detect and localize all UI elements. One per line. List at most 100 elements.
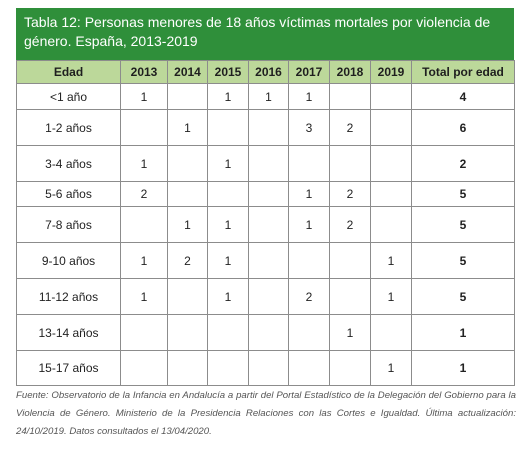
cell-2019 (370, 181, 412, 207)
cell-2018: 2 (329, 181, 371, 207)
cell-edad: <1 año (16, 83, 121, 110)
cell-2017: 1 (288, 206, 330, 243)
cell-2017: 1 (288, 83, 330, 110)
cell-total: 5 (411, 278, 515, 315)
cell-2018: 2 (329, 206, 371, 243)
cell-2014 (167, 181, 208, 207)
cell-2018 (329, 278, 371, 315)
data-table: Edad 2013 2014 2015 2016 2017 2018 2019 … (16, 60, 515, 386)
cell-2019: 1 (370, 350, 412, 386)
cell-2013 (120, 206, 168, 243)
cell-2019: 1 (370, 278, 412, 315)
header-row: Edad 2013 2014 2015 2016 2017 2018 2019 … (16, 60, 515, 84)
cell-2017: 2 (288, 278, 330, 315)
cell-2014 (167, 278, 208, 315)
cell-2019: 1 (370, 242, 412, 279)
cell-2015 (207, 350, 249, 386)
col-header-2014: 2014 (167, 60, 208, 84)
cell-2015: 1 (207, 83, 249, 110)
cell-2019 (370, 206, 412, 243)
cell-2013: 1 (120, 145, 168, 182)
cell-2016 (248, 206, 289, 243)
source-note: Fuente: Observatorio de la Infancia en A… (16, 390, 516, 437)
cell-2013: 1 (120, 242, 168, 279)
col-header-2016: 2016 (248, 60, 289, 84)
cell-2018: 1 (329, 314, 371, 351)
cell-2019 (370, 314, 412, 351)
col-header-2015: 2015 (207, 60, 249, 84)
cell-2013: 1 (120, 278, 168, 315)
cell-2014: 2 (167, 242, 208, 279)
cell-2019 (370, 83, 412, 110)
col-header-2013: 2013 (120, 60, 168, 84)
cell-2017: 1 (288, 181, 330, 207)
cell-2013: 1 (120, 83, 168, 110)
col-header-2017: 2017 (288, 60, 330, 84)
cell-2018 (329, 242, 371, 279)
table-row: 5-6 años 2 1 2 5 (16, 181, 515, 207)
cell-2013 (120, 109, 168, 146)
cell-total: 1 (411, 350, 515, 386)
cell-2016 (248, 145, 289, 182)
cell-edad: 15-17 años (16, 350, 121, 386)
cell-edad: 11-12 años (16, 278, 121, 315)
cell-2018: 2 (329, 109, 371, 146)
cell-2016 (248, 109, 289, 146)
cell-2014 (167, 145, 208, 182)
cell-2014: 1 (167, 109, 208, 146)
cell-2017 (288, 314, 330, 351)
cell-2019 (370, 145, 412, 182)
cell-2016: 1 (248, 83, 289, 110)
cell-2014 (167, 83, 208, 110)
cell-2015 (207, 314, 249, 351)
cell-total: 5 (411, 206, 515, 243)
table-row: <1 año 1 1 1 1 4 (16, 83, 515, 110)
table-row: 9-10 años 1 2 1 1 5 (16, 242, 515, 279)
cell-2018 (329, 350, 371, 386)
cell-2016 (248, 181, 289, 207)
cell-total: 6 (411, 109, 515, 146)
table-row: 15-17 años 1 1 (16, 350, 515, 386)
cell-2017: 3 (288, 109, 330, 146)
cell-edad: 7-8 años (16, 206, 121, 243)
cell-2015: 1 (207, 242, 249, 279)
cell-edad: 5-6 años (16, 181, 121, 207)
cell-2015: 1 (207, 145, 249, 182)
cell-edad: 9-10 años (16, 242, 121, 279)
cell-total: 5 (411, 181, 515, 207)
table-row: 13-14 años 1 1 (16, 314, 515, 351)
cell-2013 (120, 314, 168, 351)
cell-2014 (167, 314, 208, 351)
cell-2015 (207, 109, 249, 146)
cell-total: 4 (411, 83, 515, 110)
cell-2015: 1 (207, 278, 249, 315)
cell-2019 (370, 109, 412, 146)
col-header-2018: 2018 (329, 60, 371, 84)
cell-edad: 1-2 años (16, 109, 121, 146)
cell-2015: 1 (207, 206, 249, 243)
cell-total: 1 (411, 314, 515, 351)
table-row: 11-12 años 1 1 2 1 5 (16, 278, 515, 315)
col-header-total: Total por edad (411, 60, 515, 84)
cell-2017 (288, 242, 330, 279)
cell-2016 (248, 242, 289, 279)
cell-total: 5 (411, 242, 515, 279)
cell-2018 (329, 83, 371, 110)
cell-edad: 13-14 años (16, 314, 121, 351)
cell-2016 (248, 314, 289, 351)
cell-2014 (167, 350, 208, 386)
table-row: 3-4 años 1 1 2 (16, 145, 515, 182)
table-title: Tabla 12: Personas menores de 18 años ví… (16, 8, 514, 60)
table-row: 7-8 años 1 1 1 2 5 (16, 206, 515, 243)
cell-edad: 3-4 años (16, 145, 121, 182)
col-header-2019: 2019 (370, 60, 412, 84)
cell-2015 (207, 181, 249, 207)
cell-2013: 2 (120, 181, 168, 207)
cell-2018 (329, 145, 371, 182)
cell-2016 (248, 278, 289, 315)
cell-2016 (248, 350, 289, 386)
cell-2017 (288, 145, 330, 182)
cell-2013 (120, 350, 168, 386)
cell-2014: 1 (167, 206, 208, 243)
